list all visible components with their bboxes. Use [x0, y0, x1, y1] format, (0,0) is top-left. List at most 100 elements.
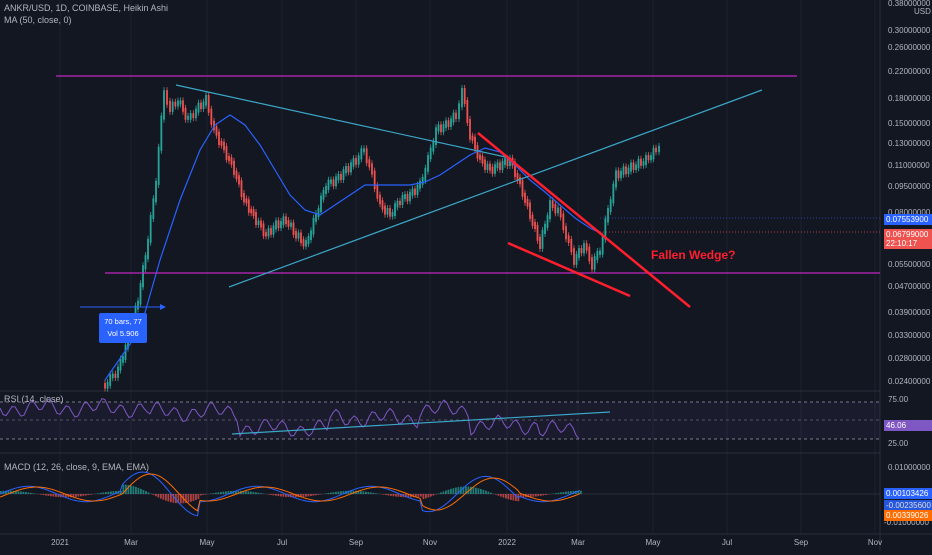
candle-body — [640, 159, 642, 166]
macd-legend[interactable]: MACD (12, 26, close, 9, EMA, EMA) — [4, 462, 149, 472]
macd-hist-bar — [145, 491, 147, 494]
price-tick: 0.04700000 — [888, 282, 931, 291]
candle-body — [612, 184, 614, 204]
candle-body — [158, 147, 160, 185]
candle-body — [253, 209, 255, 216]
candle-body — [409, 192, 411, 202]
macd-hist-bar — [130, 486, 132, 494]
candle-body — [192, 113, 194, 118]
macd-hist-bar — [223, 492, 225, 494]
candle-body — [474, 137, 476, 149]
macd-hist-bar — [28, 492, 30, 494]
price-tick: 0.09500000 — [888, 182, 931, 191]
candle-body — [450, 118, 452, 126]
macd-hist-bar — [435, 494, 437, 495]
candle-body — [273, 225, 275, 234]
time-tick: May — [645, 538, 660, 547]
macd-hist-bar — [105, 492, 107, 494]
candle-body — [338, 174, 340, 180]
candle-body — [371, 163, 373, 174]
macd-hist-bar — [245, 491, 247, 494]
candle-body — [120, 359, 122, 371]
macd-hist-bar — [45, 494, 47, 495]
candle-body — [440, 124, 442, 132]
candle-body — [448, 120, 450, 127]
candle-body — [303, 239, 305, 246]
macd-hist-bar — [450, 489, 452, 494]
price-tick: 0.03900000 — [888, 308, 931, 317]
macd-hist-bar — [305, 494, 307, 497]
candle-body — [650, 155, 652, 160]
signal-line[interactable] — [0, 474, 580, 511]
candle-body — [228, 156, 230, 161]
macd-hist-bar — [393, 494, 395, 496]
macd-hist-bar — [548, 494, 550, 495]
ma-50-line[interactable] — [105, 115, 600, 380]
symbol-title[interactable]: ANKR/USD, 1D, COINBASE, Heikin Ashi — [4, 3, 168, 13]
candle-body — [328, 180, 330, 190]
candle-body — [345, 166, 347, 173]
macd-hist-bar — [50, 494, 52, 496]
measure-tooltip[interactable]: 70 bars, 77 Vol 5.906 — [99, 313, 147, 343]
candle-body — [504, 158, 506, 165]
candle-body — [615, 170, 617, 187]
macd-hist-bar — [398, 494, 400, 497]
candle-body — [562, 214, 564, 231]
ma-legend[interactable]: MA (50, close, 0) — [4, 15, 72, 25]
candle-body — [387, 208, 389, 215]
candle-body — [542, 230, 544, 249]
candle-body — [591, 257, 593, 269]
macd-hist-bar — [490, 493, 492, 494]
candle-body — [599, 251, 601, 255]
candle-body — [552, 200, 554, 208]
wedge-lower-line[interactable] — [508, 243, 630, 296]
price-axis[interactable]: 0.38000000 0.30000000 0.26000000 0.22000… — [884, 0, 931, 527]
macd-hist-bar — [540, 494, 542, 496]
macd-hist-bar — [488, 492, 490, 494]
candle-body — [607, 208, 609, 222]
candle-body — [270, 228, 272, 235]
time-axis[interactable]: 2021 Mar May Jul Sep Nov 2022 Mar May Ju… — [51, 538, 882, 547]
candle-body — [330, 179, 332, 183]
candle-body — [402, 195, 404, 205]
candle-body — [231, 157, 233, 165]
candle-body — [200, 103, 202, 109]
macd-tick: 0.01000000 — [888, 463, 931, 472]
candle-body — [492, 167, 494, 174]
candle-body — [122, 356, 124, 363]
wedge-label[interactable]: Fallen Wedge? — [651, 248, 735, 262]
rsi-legend[interactable]: RSI (14, close) — [4, 394, 64, 404]
candle-body — [455, 113, 457, 119]
rsi-tick: 25.00 — [888, 439, 909, 448]
macd-hist-bar — [135, 487, 137, 494]
candle-body — [305, 240, 307, 246]
macd-hist-bar — [225, 491, 227, 494]
candle-body — [618, 170, 620, 178]
candle-body — [348, 166, 350, 172]
price-tick: 0.15000000 — [888, 119, 931, 128]
candle-body — [583, 243, 585, 253]
wedge-upper-line[interactable] — [478, 133, 690, 307]
candle-body — [187, 116, 189, 120]
candle-body — [635, 164, 637, 170]
candle-body — [417, 185, 419, 195]
time-tick: 2022 — [498, 538, 516, 547]
macd-hist-bar — [555, 493, 557, 494]
macd-hist-bar — [85, 494, 87, 495]
macd-hist-bar — [373, 493, 375, 494]
macd-hist-bar — [270, 494, 272, 495]
candle-body — [107, 382, 109, 389]
macd-hist-bar — [20, 491, 22, 494]
candle-body — [430, 148, 432, 160]
macd-hist-bar — [430, 494, 432, 497]
macd-hist-bar — [260, 493, 262, 494]
candle-body — [527, 199, 529, 207]
candle-body — [263, 223, 265, 236]
candle-body — [427, 155, 429, 172]
macd-hist-bar — [88, 494, 90, 495]
candle-body — [275, 220, 277, 229]
macd-hist-bar — [168, 494, 170, 502]
macd-hist-bar — [170, 494, 172, 502]
candle-body — [379, 195, 381, 205]
